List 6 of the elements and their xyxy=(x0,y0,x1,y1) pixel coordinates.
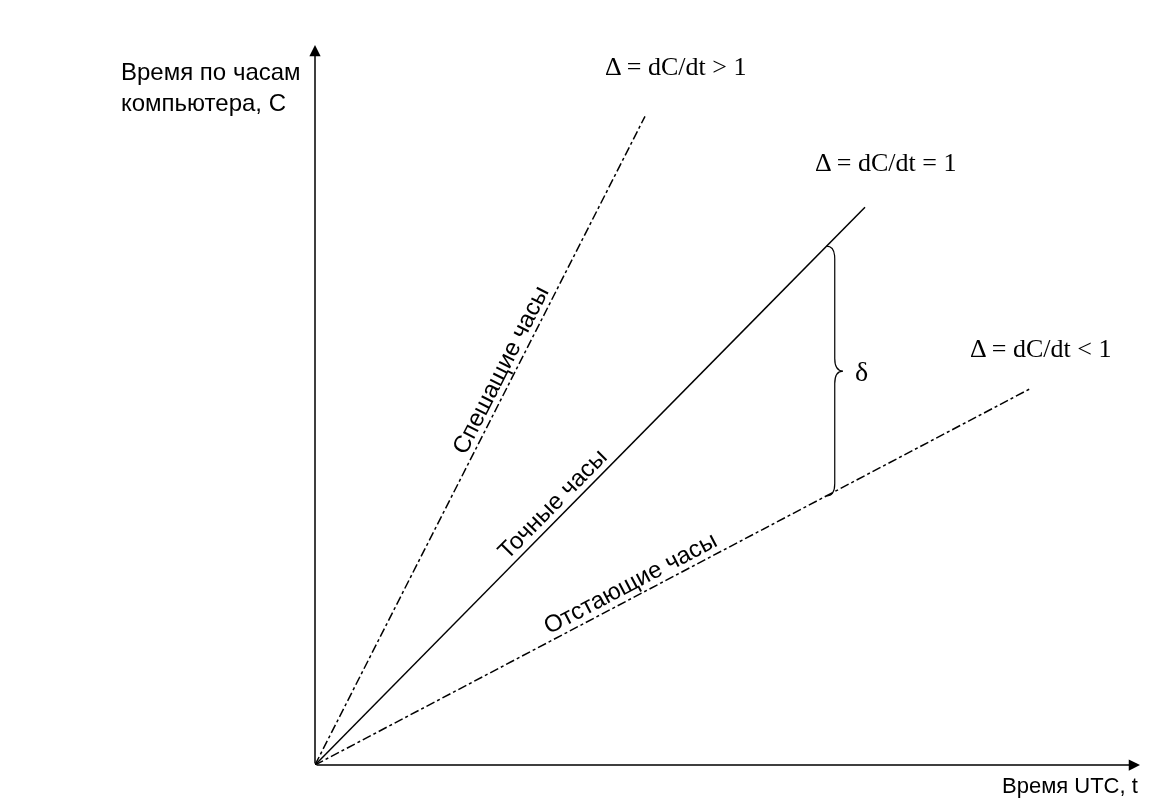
x-axis-title: Время UTC, t xyxy=(1002,773,1138,798)
annotation: Δ = dC/dt < 1 xyxy=(970,334,1112,363)
annotation: Δ = dC/dt = 1 xyxy=(815,148,957,177)
y-axis-title: Время по часам компьютера, C xyxy=(121,58,301,117)
text: Δ = dC/dt > 1 xyxy=(605,52,747,81)
annotation: δ xyxy=(855,356,869,387)
